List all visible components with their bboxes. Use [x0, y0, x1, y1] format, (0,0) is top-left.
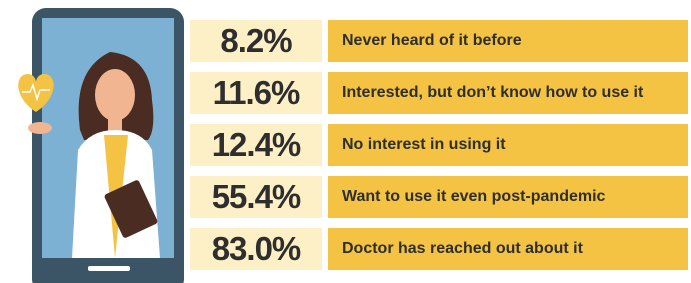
percentage: 12.4%: [190, 124, 322, 166]
phone-illustration: [0, 0, 190, 283]
percentage: 55.4%: [190, 176, 322, 218]
percentage: 11.6%: [190, 72, 322, 114]
label: No interest in using it: [328, 124, 688, 166]
label: Doctor has reached out about it: [328, 228, 688, 270]
infographic: 8.2%Never heard of it before11.6%Interes…: [0, 0, 691, 283]
percentage: 83.0%: [190, 228, 322, 270]
label: Interested, but don’t know how to use it: [328, 72, 688, 114]
label: Never heard of it before: [328, 20, 688, 62]
percentage: 8.2%: [190, 20, 322, 62]
label: Want to use it even post-pandemic: [328, 176, 688, 218]
